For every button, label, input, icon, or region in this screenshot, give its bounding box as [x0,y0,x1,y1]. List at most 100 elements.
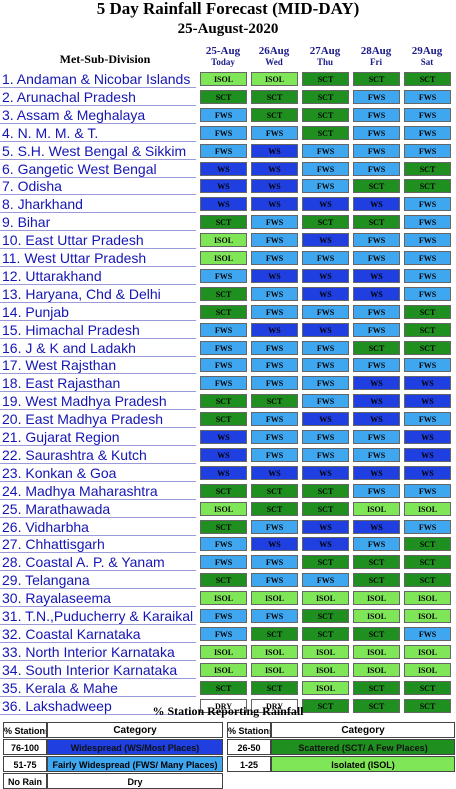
row-label: 24. Madhya Maharashtra [2,482,158,499]
row-divider [0,176,196,178]
forecast-cell: ISOL [404,501,451,516]
forecast-cell: SCT [353,573,400,588]
row-label: 36. Lakshadweep [2,697,112,714]
forecast-cell: WS [200,197,247,212]
forecast-cell: FWS [251,430,298,444]
forecast-cell: SCT [404,573,451,588]
day-date: 26Aug [258,45,290,57]
forecast-cell: WS [302,465,349,480]
forecast-cell: SCT [251,680,298,695]
forecast-cell: FWS [200,340,247,355]
forecast-cell: FWS [302,304,349,319]
row-divider [0,337,196,339]
forecast-cell: DRY [200,698,247,713]
row-divider [0,552,196,554]
row-label: 25. Marathawada [2,500,111,517]
day-weekday: Wed [265,57,283,67]
forecast-cell: SCT [353,72,400,86]
forecast-cell: FWS [353,251,400,265]
row-divider [0,301,196,303]
forecast-cell: SCT [302,698,349,713]
forecast-cell: ISOL [200,644,247,659]
forecast-cell: SCT [302,215,349,230]
forecast-cell: WS [404,465,451,480]
forecast-cell: FWS [404,197,451,212]
row-label: 35. Kerala & Mahe [2,679,118,696]
row-divider [0,498,196,500]
forecast-cell: FWS [200,125,247,140]
forecast-cell: FWS [251,125,298,140]
forecast-cell: FWS [404,412,451,427]
forecast-cell: FWS [353,430,400,444]
row-divider [0,480,196,482]
row-label: 34. South Interior Karnataka [2,661,178,678]
forecast-cell: FWS [302,447,349,462]
forecast-cell: WS [353,268,400,283]
legend-range: No Rain [3,773,47,789]
day-header-3: 28Aug Fri [352,46,400,68]
forecast-cell: FWS [251,519,298,534]
forecast-cell: SCT [302,609,349,623]
forecast-cell: ISOL [200,72,247,86]
legend-category-fws: Fairly Widespread (FWS/ Many Places) [47,756,223,772]
forecast-cell: WS [200,447,247,462]
forecast-cell: ISOL [251,644,298,659]
forecast-cell: ISOL [251,591,298,606]
forecast-cell: ISOL [353,662,400,677]
row-divider [0,641,196,643]
row-divider [0,266,196,267]
forecast-cell: FWS [404,89,451,104]
row-label: 33. North Interior Karnataka [2,643,175,660]
forecast-cell: FWS [200,358,247,373]
forecast-cell: FWS [200,609,247,623]
forecast-cell: WS [251,268,298,283]
forecast-cell: FWS [353,447,400,462]
row-label: 14. Punjab [2,303,69,320]
row-label: 8. Jharkhand [2,196,83,213]
row-divider [0,104,196,106]
forecast-cell: SCT [200,215,247,230]
row-divider [0,248,196,250]
row-divider [0,695,196,697]
forecast-cell: SCT [302,125,349,140]
legend-category-sct: Scattered (SCT/ A Few Places) [271,739,455,755]
forecast-cell: FWS [251,251,298,265]
forecast-cell: WS [302,519,349,534]
forecast-cell: FWS [404,233,451,248]
row-label: 27. Chhattisgarh [2,536,105,553]
forecast-cell: WS [404,394,451,409]
row-divider [0,462,196,464]
forecast-cell: SCT [302,501,349,516]
forecast-cell: ISOL [353,644,400,659]
forecast-cell: ISOL [353,591,400,606]
forecast-cell: WS [302,233,349,248]
forecast-cell: SCT [251,89,298,104]
day-weekday: Thu [316,57,333,67]
row-divider [0,427,196,429]
forecast-cell: ISOL [200,501,247,516]
row-divider [0,122,196,124]
forecast-cell: SCT [404,555,451,570]
row-label: 10. East Uttar Pradesh [2,232,144,249]
forecast-cell: ISOL [251,662,298,677]
row-label: 9. Bihar [2,214,51,231]
forecast-cell: FWS [404,107,451,122]
row-divider [0,391,196,393]
forecast-cell: FWS [251,233,298,248]
forecast-cell: FWS [353,322,400,337]
legend-category-ws: Widespread (WS/Most Places) [47,739,223,755]
row-label: 12. Uttarakhand [2,267,102,284]
forecast-cell: FWS [302,430,349,444]
forecast-cell: ISOL [200,591,247,606]
row-label: 1. Andaman & Nicobar Islands [2,71,191,87]
forecast-cell: SCT [200,394,247,409]
row-label: 17. West Rajsthan [2,357,117,374]
legend-category-dry: Dry [47,773,223,789]
forecast-cell: FWS [353,125,400,140]
forecast-cell: SCT [404,322,451,337]
forecast-cell: FWS [302,251,349,265]
forecast-cell: ISOL [302,680,349,695]
forecast-cell: FWS [251,215,298,230]
row-divider [0,588,196,590]
row-label: 30. Rayalaseema [2,590,111,607]
